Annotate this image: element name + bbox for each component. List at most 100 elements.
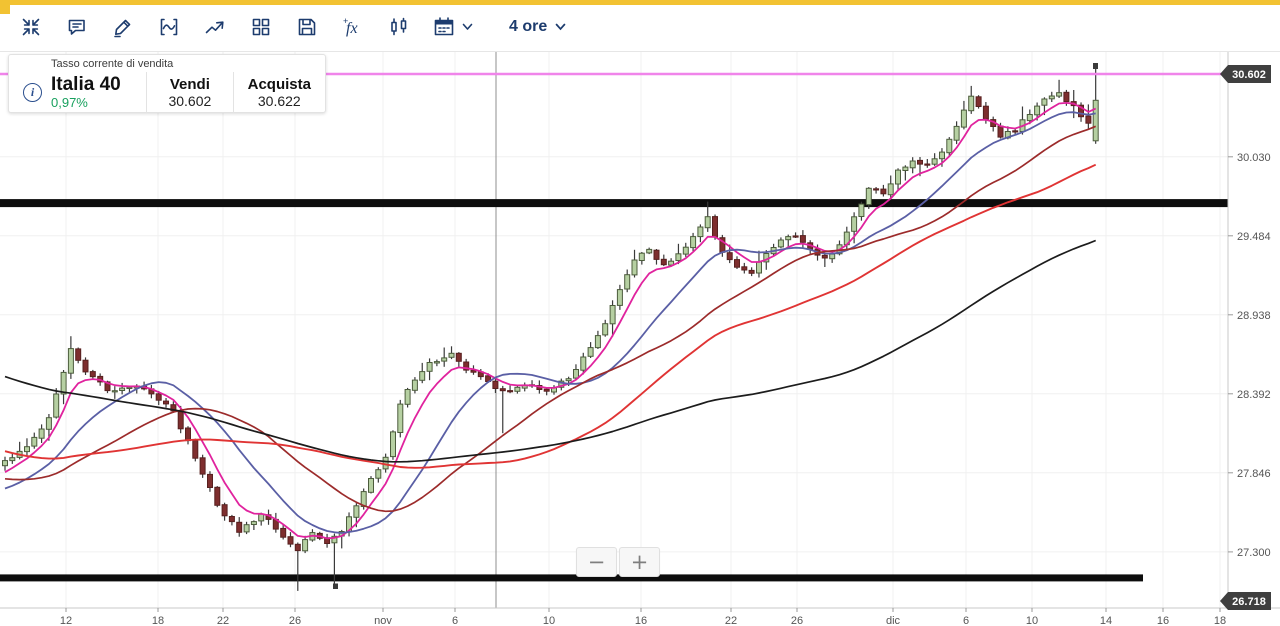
timeframe-dropdown[interactable]: 4 ore — [509, 18, 566, 36]
time-tick-label: 18 — [1214, 615, 1226, 626]
candle-body — [1092, 99, 1099, 142]
candle-body — [543, 388, 550, 392]
current-price-badge-shape — [1220, 65, 1271, 83]
calendar-button[interactable] — [426, 9, 479, 45]
candle-body — [602, 323, 609, 336]
candle-body — [455, 352, 462, 362]
price-tick-label: 29.484 — [1237, 231, 1271, 243]
candle-body — [1041, 98, 1048, 106]
candle-body — [177, 411, 184, 430]
collapse-button[interactable] — [12, 9, 50, 45]
candle-body — [960, 109, 967, 128]
candle-body — [653, 249, 660, 260]
zoom-in-button[interactable]: + — [619, 547, 660, 577]
time-tick-label: 16 — [1157, 615, 1169, 626]
candle-body — [624, 274, 631, 290]
candle-body — [75, 348, 82, 361]
candle-body — [280, 527, 287, 538]
price-tick-label: 30.030 — [1237, 152, 1271, 164]
candle-body — [250, 521, 257, 525]
sell-price: 30.602 — [168, 92, 212, 109]
draw-button[interactable] — [104, 9, 142, 45]
price-chart[interactable]: 30.030 29.484 28.938 28.392 27.846 27.300 12 18… — [0, 52, 1280, 626]
candle-body — [609, 305, 616, 325]
price-marker-dot — [333, 583, 338, 589]
candle-body — [1048, 95, 1055, 100]
candle-body — [594, 335, 601, 349]
time-tick-label: 16 — [635, 615, 647, 626]
candle-body — [24, 446, 30, 453]
quote-card-header: Tasso corrente di vendita — [51, 58, 174, 70]
price-axis-bg[interactable] — [1228, 52, 1280, 608]
candle-body — [902, 166, 909, 172]
candle-body — [1056, 92, 1063, 97]
candle-body — [507, 390, 514, 393]
buy-button[interactable]: Acquista 30.622 — [232, 72, 325, 113]
sell-label: Vendi — [169, 75, 210, 93]
candle-body — [741, 266, 748, 271]
zoom-out-button[interactable]: − — [576, 547, 617, 577]
price-tick-label: 28.938 — [1237, 310, 1271, 322]
candle-body — [89, 371, 96, 378]
time-axis-bg[interactable] — [0, 608, 1280, 626]
buy-label: Acquista — [247, 75, 311, 93]
annotation-button[interactable] — [58, 9, 96, 45]
candle-body — [968, 95, 975, 112]
axes: 30.030 29.484 28.938 28.392 27.846 27.300 12 18… — [0, 52, 1280, 626]
candle-body — [909, 160, 916, 169]
svg-text:fx: fx — [346, 20, 358, 37]
candle-body — [426, 362, 433, 372]
candle-body — [704, 216, 711, 229]
candle-body — [2, 460, 8, 467]
indicator-icon — [160, 18, 178, 36]
candle-body — [953, 125, 960, 141]
candle-body — [997, 125, 1004, 138]
chart-type-button[interactable] — [380, 9, 418, 45]
candle-body — [67, 348, 74, 374]
time-tick-label: 12 — [60, 615, 72, 626]
chart-toolbar: + fx 4 ore — [0, 0, 1280, 52]
candle-body — [119, 387, 126, 392]
candle-body — [60, 371, 67, 395]
time-tick-label: 6 — [963, 615, 969, 626]
price-tick-label: 27.300 — [1237, 547, 1271, 559]
candle-body — [675, 253, 682, 262]
candle-body — [368, 478, 374, 493]
candle-body — [946, 138, 953, 154]
svg-text:+: + — [343, 16, 348, 26]
candle-body — [243, 524, 250, 533]
indicators-button[interactable] — [150, 9, 188, 45]
quote-card: Tasso corrente di vendita i Italia 40 0,… — [8, 54, 326, 113]
time-tick-label: 6 — [452, 615, 458, 626]
candle-body — [199, 457, 206, 475]
layout-button[interactable] — [242, 9, 280, 45]
candle-body — [192, 440, 199, 459]
candle-body — [858, 203, 865, 218]
time-tick-label: 18 — [152, 615, 164, 626]
trend-button[interactable] — [196, 9, 234, 45]
trend-levels — [0, 199, 1228, 582]
collapse-icon — [22, 18, 40, 36]
candle-body — [646, 248, 653, 254]
candle-body — [975, 96, 982, 108]
price-marker-dot — [1093, 63, 1098, 69]
save-button[interactable] — [288, 9, 326, 45]
gridlines — [0, 52, 1228, 608]
candle-body — [126, 386, 133, 389]
candle-body — [887, 183, 894, 196]
candlestick-icon — [391, 17, 407, 36]
info-icon[interactable]: i — [23, 83, 42, 102]
candle-body — [294, 543, 301, 552]
buy-price: 30.622 — [257, 92, 301, 109]
markers — [333, 63, 1098, 589]
instrument-name: Italia 40 — [51, 74, 121, 95]
candle-body — [236, 521, 243, 533]
candle-body — [917, 159, 923, 165]
functions-button[interactable]: + fx — [334, 9, 372, 45]
sell-button[interactable]: Vendi 30.602 — [146, 72, 232, 113]
candle-body — [748, 269, 755, 274]
candle-body — [492, 380, 499, 390]
candle-body — [851, 216, 858, 232]
low-level-badge-label: 26.718 — [1232, 596, 1266, 608]
